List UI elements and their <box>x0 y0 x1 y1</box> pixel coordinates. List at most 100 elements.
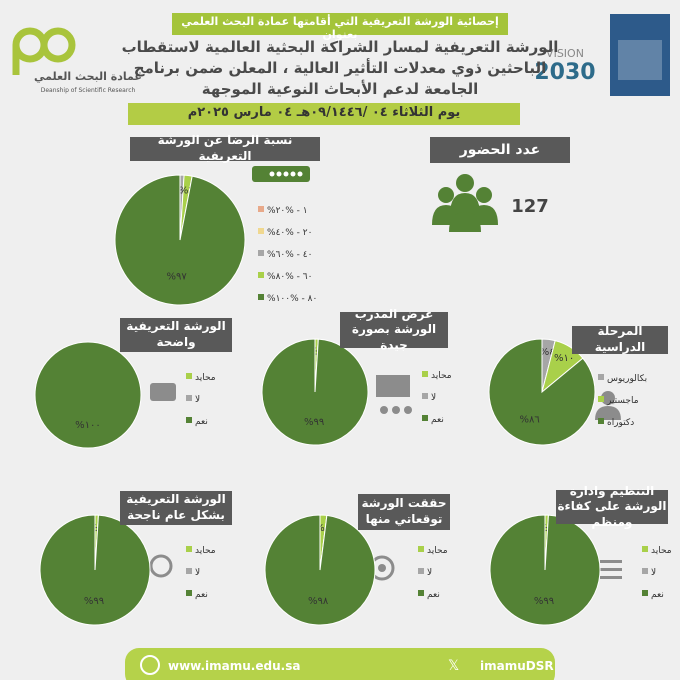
vision: VISION <box>546 47 584 60</box>
legend-swatch <box>186 546 192 552</box>
pie-slice <box>489 514 601 626</box>
legend-label: نعم <box>431 415 444 425</box>
legend-swatch <box>258 228 264 234</box>
vision-year: 2030 <box>534 60 595 85</box>
value-label: %٤ <box>540 347 555 358</box>
legend-swatch <box>258 272 264 278</box>
legend-label: محايد <box>651 546 672 556</box>
attendance-value: 127 <box>511 196 549 217</box>
legend-swatch <box>642 546 648 552</box>
chart-title: نسبة الرضا عن الورشة التعريفية <box>130 133 320 163</box>
legend-label: لا <box>195 395 200 405</box>
x-icon: 𝕏 <box>448 658 459 674</box>
chart-title: التنظيم وادارة الورشة على كفاءة ومنظم <box>556 483 668 529</box>
chart-title: الورشة التعريفية بشكل عام ناجحة <box>120 491 232 525</box>
handle: imamuDSR <box>480 659 554 673</box>
rating-stars <box>269 171 303 177</box>
pie-slice <box>488 338 596 446</box>
chart-title: عرض المدرب الورشة بصورة جيدة <box>340 307 448 352</box>
legend-swatch <box>418 546 424 552</box>
value-label: %١ <box>309 347 324 358</box>
value-label: %١ <box>539 523 554 534</box>
legend-swatch <box>186 568 192 574</box>
university-logo <box>610 14 670 96</box>
legend-swatch <box>258 294 264 300</box>
title-line: الباحثين ذوي معدلات التأثير العالية ، ال… <box>133 59 547 77</box>
pie-slice <box>261 338 369 446</box>
legend-label: محايد <box>431 371 452 381</box>
legend-swatch <box>642 590 648 596</box>
date: يوم الثلاثاء ٠٤ /٠٩/١٤٤٦هـ ٠٤ مارس ٢٠٢٥م <box>187 105 461 120</box>
value-label: %٩٨ <box>308 596 329 607</box>
value-label: %١ <box>174 185 189 196</box>
value-label: %٢ <box>179 186 194 197</box>
date-bg <box>128 103 520 125</box>
deanship-logo <box>12 27 76 75</box>
legend-label: لا <box>195 568 200 578</box>
legend-swatch <box>422 371 428 377</box>
legend-label: %١ - %٢٠ <box>267 206 308 216</box>
legend-label: لا <box>651 568 656 578</box>
title-line: الجامعة لدعم الأبحاث النوعية الموجهة <box>201 80 479 98</box>
legend-swatch <box>186 417 192 423</box>
legend-label: بكالوريوس <box>607 374 647 384</box>
legend-swatch <box>186 395 192 401</box>
footer-bg <box>125 648 555 680</box>
legend-swatch <box>186 373 192 379</box>
chart-title: حققت الورشة توقعاتي منها <box>358 494 450 530</box>
attendance-title: عدد الحضور <box>430 137 570 163</box>
globe-icon <box>140 655 160 675</box>
value-label: %٩٩ <box>304 417 324 428</box>
value-label: %١٠ <box>554 353 574 364</box>
legend-label: %٢٠ - %٤٠ <box>267 228 312 238</box>
legend-swatch <box>422 415 428 421</box>
legend-swatch <box>422 393 428 399</box>
value-label: %١ <box>89 523 104 534</box>
legend-label: محايد <box>427 546 448 556</box>
legend-label: %٤٠ - %٦٠ <box>267 250 312 260</box>
chart-title: المرحلة الدراسية <box>572 324 668 354</box>
legend-label: لا <box>427 568 432 578</box>
pie-slice <box>264 514 376 626</box>
legend-label: نعم <box>195 417 208 427</box>
value-label: %١٠٠ <box>75 420 101 431</box>
legend-label: نعم <box>651 590 664 600</box>
pie-slice <box>39 514 151 626</box>
legend-label: دكتوراه <box>607 418 634 428</box>
university-logo-mark <box>618 40 662 80</box>
legend-label: %٨٠ - %١٠٠ <box>267 294 317 304</box>
legend-label: محايد <box>195 373 216 383</box>
legend-label: لا <box>431 393 436 403</box>
value-label: %٨٦ <box>519 414 539 425</box>
legend-label: %٦٠ - %٨٠ <box>267 272 312 282</box>
website: www.imamu.edu.sa <box>168 659 300 673</box>
legend-label: محايد <box>195 546 216 556</box>
value-label: %٩٧ <box>167 272 188 283</box>
value-label: %٩٩ <box>534 596 554 607</box>
banner: إحصائية الورشة التعريفية التي أقامتها عم… <box>181 15 499 41</box>
legend-label: نعم <box>195 590 208 600</box>
title-line: الورشة التعريفية لمسار الشراكة البحثية ا… <box>121 38 559 56</box>
banner-bg <box>172 13 508 35</box>
deanship-en: Deanship of Scientific Research <box>41 87 136 94</box>
legend-swatch <box>598 396 604 402</box>
chart-title: الورشة التعريفية واضحة <box>120 318 232 352</box>
deanship-ar: عمادة البحث العلمي <box>34 70 142 83</box>
legend-swatch <box>418 568 424 574</box>
legend-swatch <box>258 206 264 212</box>
people-icon <box>432 174 498 232</box>
value-label: %٩٩ <box>84 596 104 607</box>
legend-swatch <box>598 374 604 380</box>
pie-slice <box>114 174 246 306</box>
legend-swatch <box>642 568 648 574</box>
legend-swatch <box>418 590 424 596</box>
value-label: %٢ <box>315 523 330 534</box>
legend-swatch <box>258 250 264 256</box>
legend-swatch <box>598 418 604 424</box>
legend-swatch <box>186 590 192 596</box>
legend-label: ماجستير <box>606 396 639 406</box>
legend-label: نعم <box>427 590 440 600</box>
pie-slice <box>34 341 142 449</box>
